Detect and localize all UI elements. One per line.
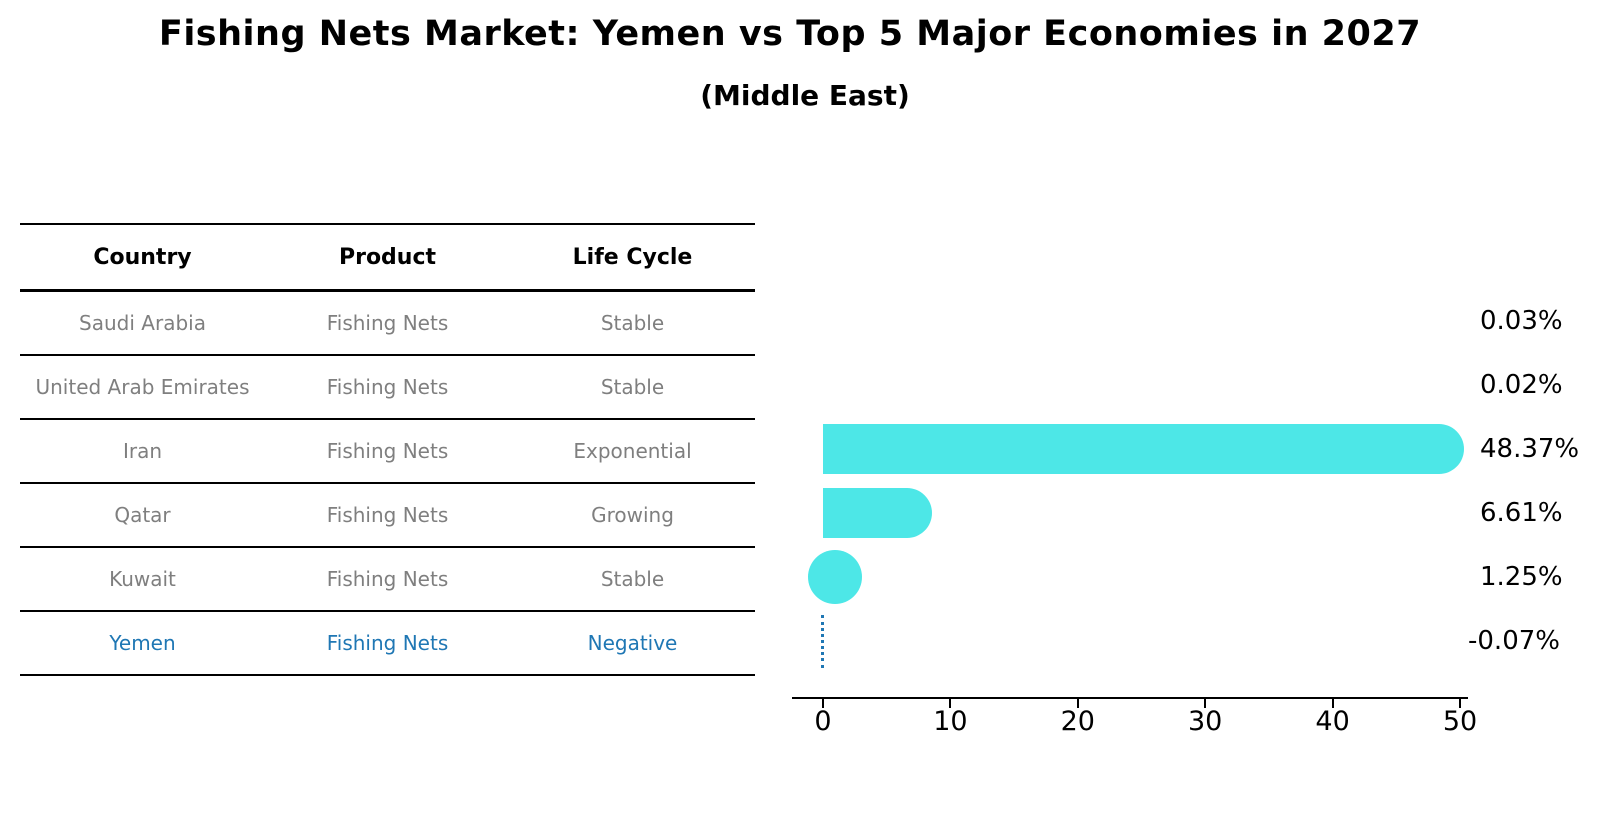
- negative-value-marker: [821, 615, 824, 668]
- value-label: 1.25%: [1480, 562, 1563, 592]
- table-cell-life_cycle: Exponential: [573, 439, 692, 463]
- x-axis-tick: [1076, 699, 1079, 708]
- bar-qatar: [823, 488, 933, 538]
- x-axis-tick: [1204, 699, 1207, 708]
- value-label: -0.07%: [1468, 626, 1560, 656]
- x-axis-tick: [1459, 699, 1461, 708]
- value-label: 6.61%: [1480, 498, 1563, 528]
- table-cell-country: Iran: [122, 439, 163, 463]
- table-cell-product: Fishing Nets: [326, 503, 449, 527]
- data-table: Country Product Life Cycle Saudi Arabia Fish…: [20, 223, 755, 676]
- table-header-row: Country Product Life Cycle: [20, 225, 755, 292]
- table-cell-life_cycle: Stable: [600, 311, 665, 335]
- table-cell-product: Fishing Nets: [326, 631, 449, 655]
- table-row: Qatar Fishing Nets Growing: [20, 484, 755, 548]
- table-row: Yemen Fishing Nets Negative: [20, 612, 755, 676]
- x-axis-tick-label: 0: [814, 706, 832, 737]
- value-label: 0.03%: [1480, 306, 1563, 336]
- chart-title: Fishing Nets Market: Yemen vs Top 5 Majo…: [158, 14, 1422, 54]
- table-cell-life_cycle: Growing: [591, 503, 674, 527]
- table-cell-product: Fishing Nets: [326, 439, 449, 463]
- x-axis-tick-label: 30: [1188, 706, 1223, 737]
- table-cell-country: Saudi Arabia: [79, 311, 206, 335]
- table-cell-country: Yemen: [109, 631, 176, 655]
- table-cell-product: Fishing Nets: [326, 375, 449, 399]
- table-row: Kuwait Fishing Nets Stable: [20, 548, 755, 612]
- table-cell-country: Qatar: [114, 503, 171, 527]
- table-row: Saudi Arabia Fishing Nets Stable: [20, 292, 755, 356]
- table-header-cell: Life Cycle: [572, 244, 693, 270]
- table-row: Iran Fishing Nets Exponential: [20, 420, 755, 484]
- table-header-cell: Country: [93, 244, 192, 270]
- table-row: United Arab Emirates Fishing Nets Stable: [20, 356, 755, 420]
- table-cell-product: Fishing Nets: [326, 311, 449, 335]
- bar-kuwait: [808, 550, 862, 604]
- x-axis-tick: [949, 699, 952, 708]
- table-cell-life_cycle: Stable: [600, 567, 665, 591]
- table-header-cell: Product: [338, 244, 437, 270]
- table-cell-country: Kuwait: [109, 567, 176, 591]
- x-axis-tick: [822, 699, 824, 708]
- value-label: 0.02%: [1480, 370, 1563, 400]
- x-axis-tick-label: 50: [1442, 706, 1478, 737]
- x-axis-tick-label: 40: [1315, 706, 1350, 737]
- x-axis-line: [792, 697, 1468, 699]
- x-axis-tick-label: 10: [933, 706, 968, 737]
- table-cell-life_cycle: Negative: [587, 631, 678, 655]
- value-label: 48.37%: [1480, 434, 1580, 464]
- chart-subtitle: (Middle East): [700, 79, 910, 112]
- table-cell-life_cycle: Stable: [600, 375, 665, 399]
- x-axis-tick-label: 20: [1060, 706, 1095, 737]
- bar-iran: [823, 424, 1465, 474]
- table-cell-country: United Arab Emirates: [35, 375, 250, 399]
- table-cell-product: Fishing Nets: [326, 567, 449, 591]
- x-axis-tick: [1331, 699, 1334, 708]
